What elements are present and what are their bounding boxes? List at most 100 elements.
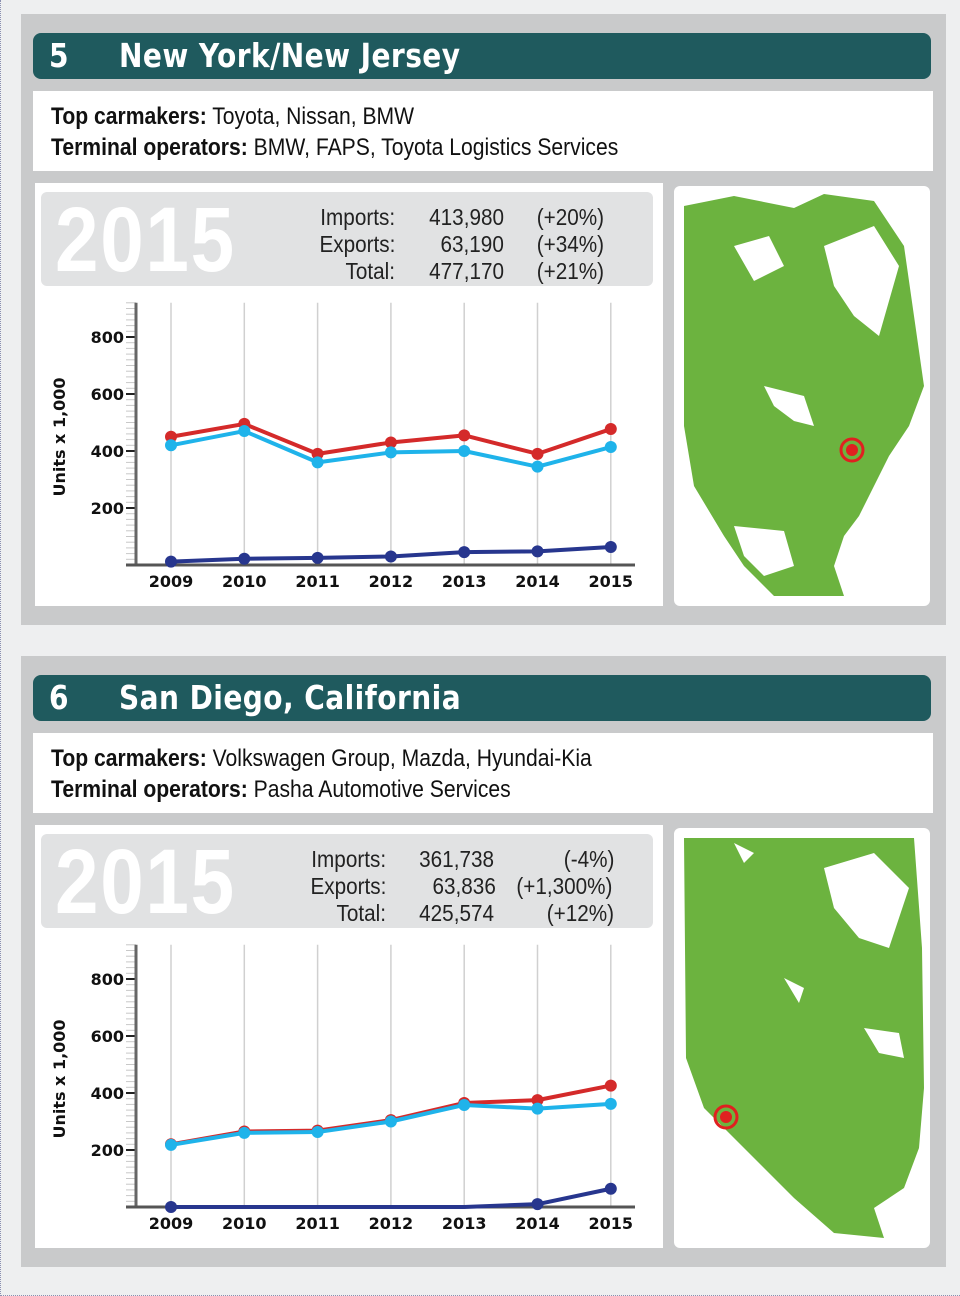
x-tick-label: 2010 — [222, 572, 267, 591]
data-point-imports — [311, 1126, 324, 1139]
data-point-total — [165, 430, 177, 443]
y-tick-label: 200 — [91, 1141, 124, 1160]
data-point-imports — [604, 1097, 617, 1110]
y-tick-label: 400 — [91, 1084, 124, 1103]
data-point-exports — [604, 541, 617, 554]
x-tick-label: 2012 — [369, 572, 414, 591]
operators-value: BMW, FAPS, Toyota Logistics Services — [253, 134, 619, 161]
stats-year: 2015 — [55, 831, 236, 933]
y-axis-label: Units x 1,000 — [50, 1019, 69, 1138]
x-tick-label: 2009 — [149, 1214, 194, 1233]
data-point-total — [604, 1079, 617, 1092]
data-point-imports — [458, 445, 471, 457]
data-point-imports — [165, 439, 177, 452]
x-tick-label: 2015 — [589, 572, 634, 591]
stat-label: Exports: — [310, 873, 386, 899]
x-tick-label: 2015 — [589, 1214, 634, 1233]
stat-change: (+34%) — [536, 231, 605, 257]
x-tick-label: 2012 — [369, 1214, 414, 1233]
data-point-total — [384, 436, 397, 449]
data-point-exports — [531, 1198, 544, 1211]
stats-year: 2015 — [55, 189, 236, 291]
title-bar: 6 San Diego, California — [33, 675, 931, 721]
data-point-total — [531, 447, 544, 460]
x-tick-label: 2011 — [295, 572, 340, 591]
data-point-total — [531, 1094, 544, 1107]
stat-change: (-4%) — [563, 846, 615, 872]
y-axis-label: Units x 1,000 — [50, 377, 69, 496]
location-map — [674, 186, 930, 606]
stat-value: 425,574 — [419, 900, 494, 926]
x-tick-label: 2014 — [515, 572, 560, 591]
info-box: Top carmakers: Volkswagen Group, Mazda, … — [33, 733, 933, 813]
stat-value: 477,170 — [429, 258, 504, 284]
data-point-imports — [458, 1098, 471, 1111]
port-name: San Diego, California — [119, 678, 462, 717]
stat-change: (+1,300%) — [516, 873, 613, 899]
stat-label: Total: — [336, 900, 386, 926]
operators-label: Terminal operators: — [51, 134, 248, 161]
operators-value: Pasha Automotive Services — [253, 776, 511, 803]
line-chart: 2009 2010 2011 2012 2013 2014 2015 200 400 600 800… — [50, 302, 635, 591]
rank-number: 6 — [49, 678, 69, 717]
stat-label: Imports: — [320, 204, 395, 230]
data-point-imports — [384, 446, 397, 459]
port-panel-5: 5 New York/New Jersey Top carmakers: Toy… — [21, 14, 946, 625]
data-point-total — [604, 423, 617, 436]
x-tick-label: 2013 — [442, 572, 487, 591]
operators-label: Terminal operators: — [51, 776, 248, 803]
rank-number: 5 — [49, 36, 69, 75]
y-tick-label: 800 — [91, 970, 124, 989]
carmakers-value: Volkswagen Group, Mazda, Hyundai-Kia — [212, 745, 592, 772]
port-panel-6: 6 San Diego, California Top carmakers: V… — [21, 656, 946, 1267]
stat-change: (+20%) — [536, 204, 605, 230]
info-box: Top carmakers: Toyota, Nissan, BMW Termi… — [33, 91, 933, 171]
stat-label: Exports: — [319, 231, 395, 257]
chart-box: 2015 Imports: 361,738 (-4%) Exports: 63,836… — [35, 825, 663, 1248]
stat-label: Total: — [345, 258, 395, 284]
data-point-exports — [531, 545, 544, 558]
location-marker — [839, 437, 865, 463]
carmakers-label: Top carmakers: — [51, 745, 207, 772]
data-point-total — [458, 429, 471, 442]
line-chart: 2009 2010 2011 2012 2013 2014 2015 200 400 600 800… — [50, 944, 635, 1233]
data-point-exports — [604, 1182, 617, 1195]
data-point-exports — [238, 552, 251, 565]
location-marker — [713, 1104, 739, 1130]
carmakers-value: Toyota, Nissan, BMW — [212, 103, 415, 130]
data-point-imports — [311, 456, 324, 469]
y-tick-label: 600 — [91, 1027, 124, 1046]
stat-label: Imports: — [311, 846, 386, 872]
data-point-imports — [238, 425, 251, 438]
stat-change: (+21%) — [536, 258, 605, 284]
x-tick-label: 2011 — [295, 1214, 340, 1233]
stat-value: 63,190 — [440, 231, 504, 257]
x-tick-label: 2009 — [149, 572, 194, 591]
data-point-imports — [165, 1138, 177, 1151]
carmakers-label: Top carmakers: — [51, 103, 207, 130]
data-point-exports — [165, 1201, 177, 1213]
y-tick-label: 800 — [91, 328, 124, 347]
data-point-exports — [458, 546, 471, 559]
data-point-exports — [311, 551, 324, 564]
data-point-total — [311, 447, 324, 460]
data-point-exports — [165, 555, 177, 568]
x-tick-label: 2010 — [222, 1214, 267, 1233]
data-point-imports — [238, 1126, 251, 1139]
stat-value: 63,836 — [432, 873, 496, 899]
x-tick-label: 2013 — [442, 1214, 487, 1233]
data-point-imports — [531, 460, 544, 473]
y-tick-label: 200 — [91, 499, 124, 518]
x-tick-label: 2014 — [515, 1214, 560, 1233]
port-name: New York/New Jersey — [119, 36, 461, 75]
data-point-exports — [384, 550, 397, 563]
data-point-imports — [384, 1115, 397, 1128]
chart-box: 2015 Imports: 413,980 (+20%) Exports: 63,19… — [35, 183, 663, 606]
y-tick-label: 600 — [91, 385, 124, 404]
stats-box: 2015 Imports: 361,738 (-4%) Exports: 63,836… — [41, 831, 653, 933]
location-map — [674, 828, 930, 1248]
data-point-imports — [604, 441, 617, 454]
data-point-imports — [531, 1102, 544, 1115]
title-bar: 5 New York/New Jersey — [33, 33, 931, 79]
stat-value: 361,738 — [419, 846, 494, 872]
